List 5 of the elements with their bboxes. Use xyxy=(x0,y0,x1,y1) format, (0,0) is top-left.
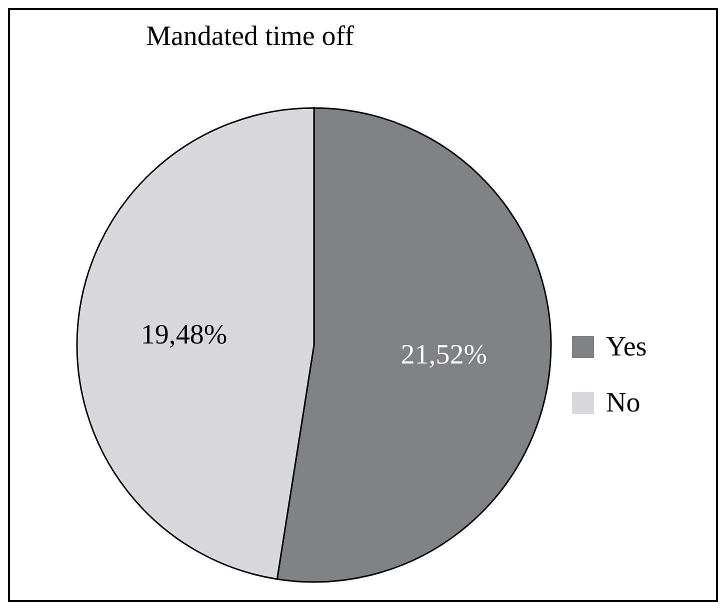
data-label: 19,48% xyxy=(140,319,228,350)
data-label: 21,52% xyxy=(400,340,488,371)
chart-title: Mandated time off xyxy=(146,21,355,52)
legend-label: No xyxy=(606,388,640,418)
legend-label: Yes xyxy=(606,332,647,362)
